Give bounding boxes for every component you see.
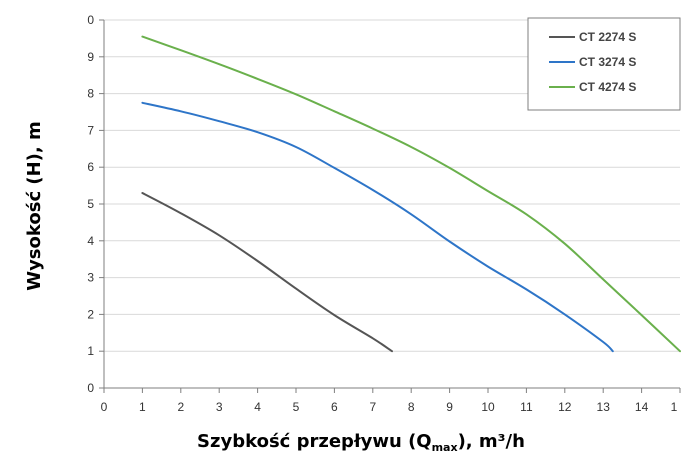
series-lines	[141, 35, 681, 353]
series-line-3	[141, 35, 681, 353]
x-tick-label: 3	[216, 400, 223, 414]
x-tick-label: 7	[369, 400, 376, 414]
x-tick-labels: 0 1 2 3 4 5 6 7 8 9 10 11 12 13 14 1	[101, 400, 678, 414]
x-tick-label: 6	[331, 400, 338, 414]
x-tick-label: 13	[597, 400, 611, 414]
x-tick-label: 9	[446, 400, 453, 414]
series-line-1	[141, 192, 393, 353]
y-tick-label: 7	[87, 123, 94, 137]
x-axis-title-main: Szybkość przepływu (Q	[197, 431, 432, 452]
plot-frame	[99, 19, 681, 393]
y-tick-label: 0	[87, 13, 94, 27]
x-axis-title-subscript: max	[432, 441, 458, 452]
x-tick-label: 11	[520, 400, 533, 414]
x-tick-label: 12	[558, 400, 572, 414]
legend-label: CT 4274 S	[579, 80, 636, 94]
x-tick-label: 10	[481, 400, 495, 414]
x-tick-label: 5	[293, 400, 300, 414]
y-tick-label: 5	[87, 197, 94, 211]
y-tick-label: 8	[87, 87, 94, 101]
y-tick-label: 9	[87, 50, 94, 64]
x-tick-label: 8	[408, 400, 415, 414]
x-tick-label: 0	[101, 400, 108, 414]
x-tick-label: 4	[254, 400, 261, 414]
y-tick-label: 0	[87, 381, 94, 395]
y-axis-title: Wysokość (H), m	[24, 121, 45, 291]
y-tick-labels: 0 1 2 3 4 5 6 7 8 9 0	[87, 13, 94, 395]
legend-label: CT 2274 S	[579, 30, 636, 44]
x-axis-title: Szybkość przepływu (Qmax), m³/h	[197, 431, 525, 452]
legend-label: CT 3274 S	[579, 55, 636, 69]
x-axis-title-tail: ), m³/h	[458, 431, 525, 452]
y-tick-label: 6	[87, 160, 94, 174]
series-line-2	[141, 101, 614, 353]
x-tick-label: 2	[177, 400, 184, 414]
y-tick-label: 3	[87, 271, 94, 285]
y-tick-label: 4	[87, 234, 94, 248]
legend-box	[527, 17, 681, 111]
legend: CT 2274 S CT 3274 S CT 4274 S	[527, 17, 681, 111]
y-tick-label: 1	[87, 344, 94, 358]
y-tick-label: 2	[87, 307, 94, 321]
x-tick-label: 14	[635, 400, 649, 414]
x-tick-label: 1	[139, 400, 146, 414]
x-tick-label: 1	[671, 400, 678, 414]
